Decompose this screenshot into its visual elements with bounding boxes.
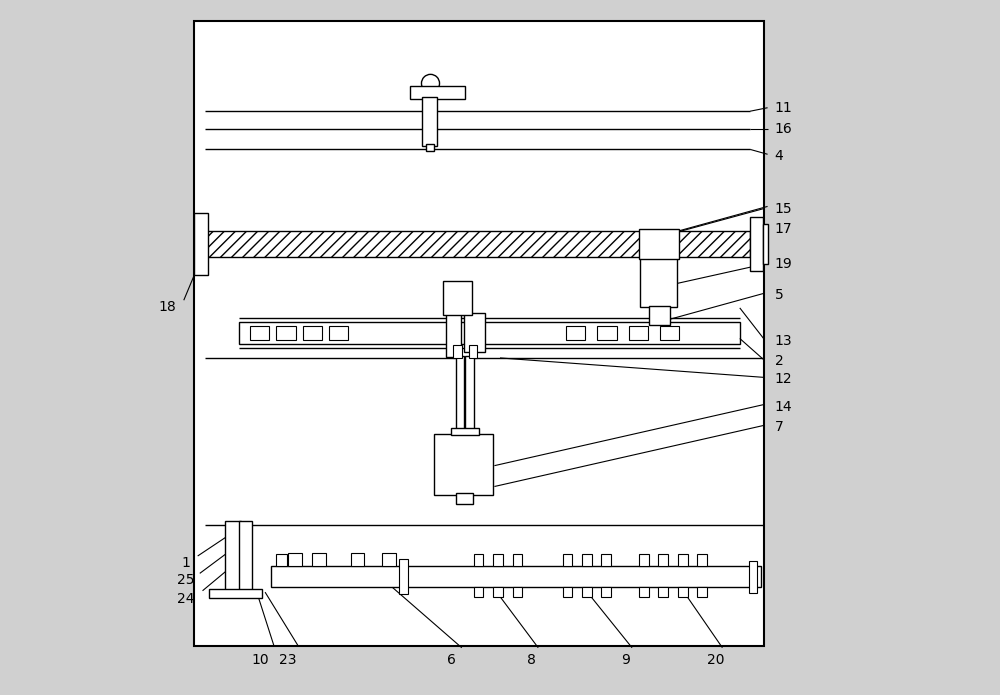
Text: 20: 20 xyxy=(707,653,724,667)
Bar xyxy=(697,587,707,597)
Bar xyxy=(209,589,262,598)
Bar xyxy=(678,587,688,597)
Text: 24: 24 xyxy=(177,592,195,606)
Bar xyxy=(649,306,670,325)
Text: 8: 8 xyxy=(527,653,536,667)
Bar xyxy=(513,554,522,566)
Bar xyxy=(239,521,252,594)
Text: 13: 13 xyxy=(775,334,792,348)
Text: 11: 11 xyxy=(775,101,792,115)
Text: 25: 25 xyxy=(177,573,195,587)
Bar xyxy=(697,554,707,566)
Bar xyxy=(312,553,326,566)
Bar xyxy=(205,231,750,257)
Bar xyxy=(194,21,764,646)
Bar xyxy=(443,281,472,315)
Text: 14: 14 xyxy=(775,400,792,414)
Bar xyxy=(763,224,768,264)
Bar xyxy=(456,493,473,504)
Text: 23: 23 xyxy=(279,653,297,667)
Bar xyxy=(276,326,296,340)
Bar xyxy=(451,428,479,435)
Text: 17: 17 xyxy=(775,222,792,236)
Bar xyxy=(426,144,434,151)
Bar xyxy=(513,587,522,597)
Text: 9: 9 xyxy=(621,653,630,667)
Bar xyxy=(271,566,761,587)
Bar xyxy=(422,97,437,146)
Bar xyxy=(250,326,269,340)
Bar xyxy=(639,229,679,259)
Bar xyxy=(750,217,763,271)
Bar xyxy=(597,326,617,340)
Bar xyxy=(582,554,592,566)
Bar xyxy=(493,587,503,597)
Bar xyxy=(629,326,648,340)
Text: 18: 18 xyxy=(159,300,177,314)
Bar xyxy=(601,554,611,566)
Text: 6: 6 xyxy=(447,653,456,667)
Bar xyxy=(474,554,483,566)
Bar xyxy=(194,213,208,275)
Bar xyxy=(399,559,408,594)
Bar xyxy=(640,257,677,307)
Bar xyxy=(303,326,322,340)
Text: 19: 19 xyxy=(775,257,792,271)
Bar xyxy=(582,587,592,597)
Bar xyxy=(351,553,364,566)
Bar xyxy=(563,554,572,566)
Bar xyxy=(239,322,740,344)
Text: 16: 16 xyxy=(775,122,792,136)
Bar xyxy=(464,313,485,352)
Text: 2: 2 xyxy=(775,354,783,368)
Bar xyxy=(446,309,461,357)
Bar xyxy=(276,554,287,566)
Bar xyxy=(749,561,757,593)
Text: 7: 7 xyxy=(775,420,783,434)
Text: 1: 1 xyxy=(181,556,190,570)
Text: 10: 10 xyxy=(251,653,269,667)
Bar xyxy=(465,356,474,431)
Bar xyxy=(660,326,679,340)
Text: 12: 12 xyxy=(775,372,792,386)
Bar xyxy=(639,587,649,597)
Bar xyxy=(639,554,649,566)
Bar xyxy=(434,434,493,495)
Bar xyxy=(329,326,348,340)
Text: 4: 4 xyxy=(775,149,783,163)
Bar xyxy=(288,553,302,566)
Bar xyxy=(410,86,465,99)
Bar xyxy=(225,521,241,594)
Bar xyxy=(456,356,464,431)
Bar xyxy=(469,345,477,358)
Bar xyxy=(453,345,462,358)
Bar xyxy=(563,587,572,597)
Bar xyxy=(474,587,483,597)
Bar xyxy=(493,554,503,566)
Bar xyxy=(678,554,688,566)
Circle shape xyxy=(421,74,440,92)
Text: 5: 5 xyxy=(775,288,783,302)
Bar xyxy=(566,326,585,340)
Bar xyxy=(382,553,396,566)
Bar xyxy=(658,554,668,566)
Bar xyxy=(658,587,668,597)
Text: 15: 15 xyxy=(775,202,792,215)
Bar xyxy=(601,587,611,597)
